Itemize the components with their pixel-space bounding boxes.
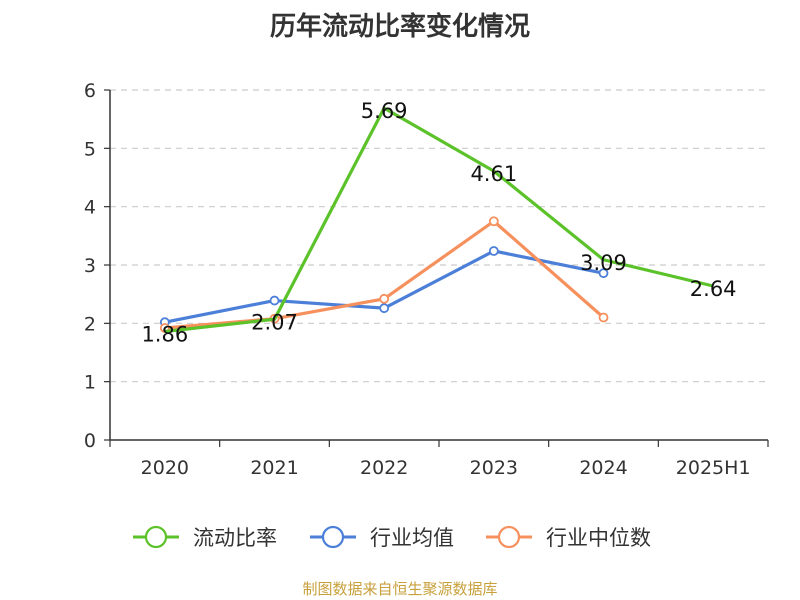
series-point-1 <box>379 303 390 314</box>
legend-item-2[interactable]: 行业中位数 <box>486 525 651 550</box>
series-point-1 <box>598 268 609 279</box>
series-lines <box>159 106 714 334</box>
data-source-note: 制图数据来自恒生聚源数据库 <box>302 580 498 598</box>
series-point-1 <box>488 246 499 256</box>
legend-marker <box>497 525 521 549</box>
legend[interactable]: 流动比率 行业均值 行业中位数 <box>133 525 651 550</box>
x-tick-label: 2020 <box>141 457 189 479</box>
legend-item-0[interactable]: 流动比率 <box>133 525 277 550</box>
data-label: 2.64 <box>690 277 737 301</box>
x-tick-label: 2024 <box>579 457 627 479</box>
y-tick-label: 5 <box>84 138 96 160</box>
series-line-0 <box>164 106 714 334</box>
legend-marker <box>144 525 168 549</box>
axes: 0 1 2 3 4 5 6 2020 2021 2022 2023 2024 2025H1 <box>84 80 769 479</box>
y-tick-label: 4 <box>84 197 96 219</box>
data-label: 1.86 <box>141 323 188 347</box>
y-tick-label: 3 <box>84 255 96 277</box>
x-tick-label: 2021 <box>250 457 298 479</box>
x-tick-label: 2025H1 <box>676 457 751 479</box>
chart-title: 历年流动比率变化情况 <box>269 12 530 42</box>
data-label: 2.07 <box>251 310 298 334</box>
series-point-2 <box>598 312 609 323</box>
legend-label: 行业中位数 <box>546 526 651 550</box>
legend-label: 流动比率 <box>193 526 277 550</box>
y-tick-label: 2 <box>84 313 96 335</box>
x-tick-label: 2022 <box>360 457 408 479</box>
x-tick-label: 2023 <box>470 457 518 479</box>
legend-marker <box>321 525 345 549</box>
legend-label: 行业均值 <box>370 526 454 550</box>
series-point-2 <box>488 216 499 227</box>
data-labels: 1.86 2.07 5.69 4.61 3.09 2.64 <box>141 99 736 346</box>
series-point-2 <box>379 293 390 304</box>
grid-lines <box>110 89 768 383</box>
data-label: 3.09 <box>580 251 627 275</box>
data-label: 4.61 <box>470 162 517 186</box>
series-point-1 <box>269 295 280 306</box>
legend-item-1[interactable]: 行业均值 <box>310 525 454 550</box>
y-tick-label: 1 <box>84 372 96 394</box>
data-label: 5.69 <box>361 99 408 123</box>
y-tick-label: 0 <box>84 430 96 452</box>
y-tick-label: 6 <box>84 80 96 102</box>
